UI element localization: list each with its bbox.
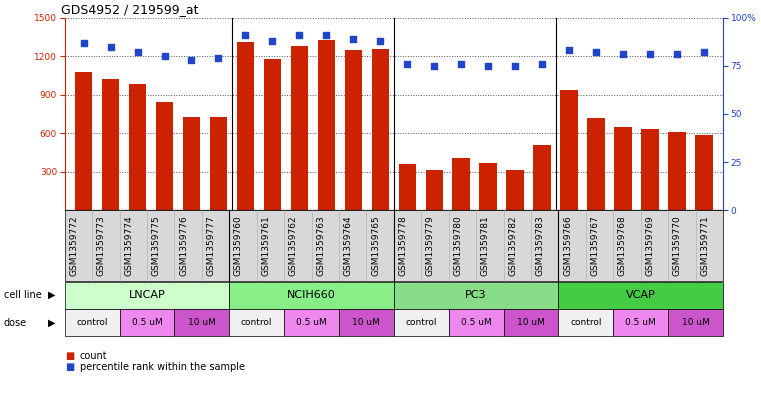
Bar — [560, 90, 578, 210]
Text: GSM1359760: GSM1359760 — [234, 215, 243, 276]
Text: PC3: PC3 — [465, 290, 487, 300]
Text: GSM1359765: GSM1359765 — [371, 215, 380, 276]
Text: 0.5 uM: 0.5 uM — [296, 318, 327, 327]
Bar — [237, 42, 254, 210]
Point — [132, 49, 144, 55]
Text: ■: ■ — [65, 362, 74, 373]
Point — [563, 47, 575, 53]
Text: GSM1359775: GSM1359775 — [151, 215, 161, 276]
Point — [78, 40, 90, 46]
Point — [158, 53, 170, 59]
Text: ■: ■ — [65, 351, 74, 361]
Text: VCAP: VCAP — [626, 290, 655, 300]
Text: GSM1359766: GSM1359766 — [563, 215, 572, 276]
Bar — [479, 163, 497, 210]
Bar — [453, 158, 470, 210]
Point — [455, 61, 467, 67]
Bar — [533, 145, 551, 210]
Text: 0.5 uM: 0.5 uM — [132, 318, 162, 327]
Bar — [75, 72, 92, 210]
Text: cell line: cell line — [4, 290, 42, 300]
Text: GSM1359774: GSM1359774 — [124, 215, 133, 276]
Point — [240, 32, 252, 38]
Text: GSM1359763: GSM1359763 — [317, 215, 325, 276]
Text: percentile rank within the sample: percentile rank within the sample — [80, 362, 245, 373]
Text: 10 uM: 10 uM — [682, 318, 709, 327]
Point — [617, 51, 629, 57]
Point — [186, 57, 198, 63]
Text: 10 uM: 10 uM — [188, 318, 216, 327]
Bar — [210, 117, 228, 210]
Text: 0.5 uM: 0.5 uM — [626, 318, 656, 327]
Text: GSM1359769: GSM1359769 — [645, 215, 654, 276]
Bar — [156, 103, 174, 210]
Text: count: count — [80, 351, 107, 361]
Point — [293, 32, 305, 38]
Text: GSM1359768: GSM1359768 — [618, 215, 627, 276]
Point — [428, 62, 441, 69]
Text: GSM1359771: GSM1359771 — [700, 215, 709, 276]
Point — [536, 61, 548, 67]
Bar — [425, 170, 443, 210]
Bar — [696, 135, 713, 210]
Bar — [291, 46, 308, 210]
Text: GSM1359770: GSM1359770 — [673, 215, 682, 276]
Text: GSM1359773: GSM1359773 — [97, 215, 106, 276]
Text: GSM1359764: GSM1359764 — [344, 215, 352, 276]
Text: GDS4952 / 219599_at: GDS4952 / 219599_at — [62, 4, 199, 17]
Bar — [345, 50, 362, 210]
Text: GSM1359767: GSM1359767 — [591, 215, 600, 276]
Text: 10 uM: 10 uM — [517, 318, 545, 327]
Text: GSM1359762: GSM1359762 — [289, 215, 298, 276]
Text: ▶: ▶ — [48, 290, 56, 300]
Point — [482, 62, 495, 69]
Text: GSM1359780: GSM1359780 — [454, 215, 463, 276]
Bar — [183, 117, 200, 210]
Point — [401, 61, 413, 67]
Point — [347, 36, 359, 42]
Bar — [129, 84, 146, 210]
Bar — [507, 170, 524, 210]
Point — [320, 32, 333, 38]
Bar — [371, 49, 389, 210]
Text: control: control — [76, 318, 108, 327]
Text: dose: dose — [4, 318, 27, 328]
Point — [212, 55, 224, 61]
Text: 0.5 uM: 0.5 uM — [460, 318, 492, 327]
Point — [590, 49, 602, 55]
Text: ▶: ▶ — [48, 318, 56, 328]
Point — [698, 49, 710, 55]
Bar — [614, 127, 632, 210]
Text: GSM1359781: GSM1359781 — [481, 215, 490, 276]
Bar — [317, 40, 335, 210]
Text: control: control — [406, 318, 437, 327]
Text: GSM1359782: GSM1359782 — [508, 215, 517, 276]
Bar — [399, 164, 416, 210]
Text: GSM1359772: GSM1359772 — [69, 215, 78, 276]
Bar — [263, 59, 281, 210]
Text: control: control — [570, 318, 601, 327]
Point — [104, 43, 116, 50]
Bar — [642, 129, 659, 210]
Text: GSM1359778: GSM1359778 — [399, 215, 408, 276]
Point — [509, 62, 521, 69]
Text: GSM1359777: GSM1359777 — [206, 215, 215, 276]
Point — [374, 38, 387, 44]
Text: NCIH660: NCIH660 — [287, 290, 336, 300]
Bar — [668, 132, 686, 210]
Point — [644, 51, 656, 57]
Point — [671, 51, 683, 57]
Text: GSM1359783: GSM1359783 — [536, 215, 545, 276]
Text: GSM1359761: GSM1359761 — [261, 215, 270, 276]
Text: 10 uM: 10 uM — [352, 318, 380, 327]
Text: GSM1359776: GSM1359776 — [179, 215, 188, 276]
Bar — [587, 118, 605, 210]
Text: LNCAP: LNCAP — [129, 290, 165, 300]
Bar — [102, 79, 119, 210]
Text: control: control — [241, 318, 272, 327]
Text: GSM1359779: GSM1359779 — [426, 215, 435, 276]
Point — [266, 38, 279, 44]
